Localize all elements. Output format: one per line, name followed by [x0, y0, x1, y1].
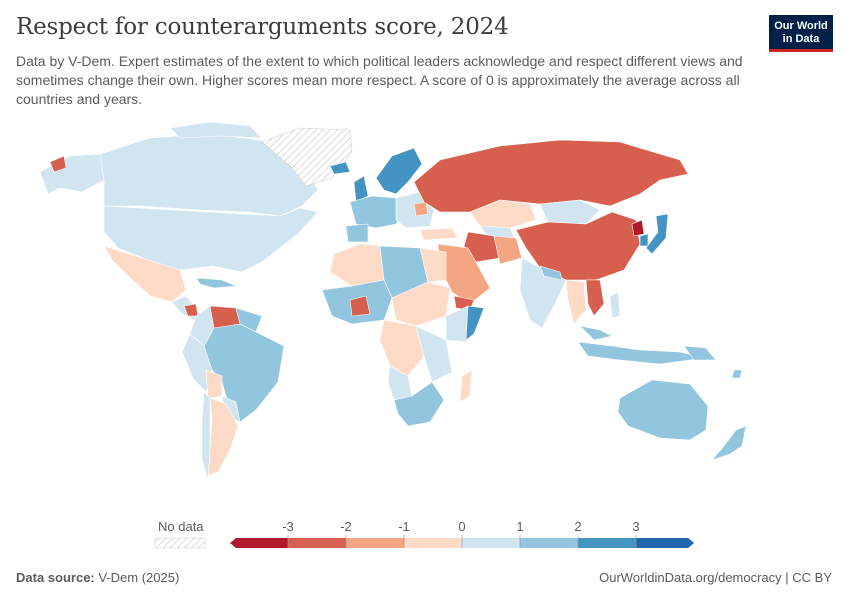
legend-tick-label: 3 — [632, 519, 639, 534]
region-mongolia[interactable] — [539, 199, 601, 225]
legend-tick-label: -2 — [340, 519, 352, 534]
legend-ticks: -3 -2 -1 0 1 2 3 — [282, 519, 640, 548]
legend-tick-label: -3 — [282, 519, 294, 534]
region-iceland[interactable] — [329, 161, 351, 175]
region-south-korea[interactable] — [639, 233, 649, 247]
region-myanmar-thailand[interactable] — [565, 279, 587, 325]
region-iran[interactable] — [463, 231, 501, 263]
legend-bin-0 — [230, 538, 288, 548]
legend-bin-3 — [404, 538, 462, 548]
region-russia[interactable] — [413, 139, 689, 213]
source-value[interactable]: V-Dem (2025) — [98, 570, 180, 585]
region-north-africa-west[interactable] — [329, 243, 385, 287]
region-indonesia[interactable] — [577, 341, 705, 365]
region-turkey[interactable] — [419, 227, 459, 241]
region-mali-burkina[interactable] — [349, 295, 371, 317]
region-uk-ireland[interactable] — [353, 175, 369, 203]
region-new-zealand[interactable] — [711, 425, 747, 461]
region-somalia[interactable] — [465, 305, 485, 341]
legend-bin-4 — [462, 538, 520, 548]
legend-bin-6 — [578, 538, 636, 548]
legend-tick-label: 0 — [458, 519, 465, 534]
legend-bin-5 — [520, 538, 578, 548]
legend-bins — [230, 538, 694, 548]
legend-bin-7 — [636, 538, 694, 548]
region-egypt[interactable] — [419, 247, 447, 283]
region-madagascar[interactable] — [459, 369, 473, 403]
region-iberia[interactable] — [345, 223, 369, 243]
world-map[interactable] — [0, 120, 850, 515]
region-china[interactable] — [515, 211, 641, 281]
region-belarus-serbia[interactable] — [413, 201, 429, 217]
region-east-africa[interactable] — [415, 325, 453, 383]
region-japan[interactable] — [645, 213, 669, 255]
region-caribbean[interactable] — [195, 277, 237, 289]
region-philippines[interactable] — [609, 291, 621, 319]
legend-tick-label: 2 — [574, 519, 581, 534]
legend-tick-label: 1 — [516, 519, 523, 534]
chart-title: Respect for counterarguments score, 2024 — [16, 14, 509, 40]
region-canada-islands[interactable] — [169, 121, 263, 139]
source-label: Data source: — [16, 570, 95, 585]
legend-no-data-swatch — [154, 537, 206, 549]
region-australia[interactable] — [617, 379, 709, 441]
region-nepal-bangladesh[interactable] — [539, 265, 563, 281]
legend-no-data-label: No data — [158, 519, 204, 534]
footer-link[interactable]: OurWorldinData.org/democracy | CC BY — [599, 570, 832, 585]
owid-logo[interactable]: Our World in Data — [769, 15, 833, 52]
region-southern-africa[interactable] — [393, 381, 445, 427]
region-pacific-islands[interactable] — [731, 369, 743, 379]
region-north-korea[interactable] — [631, 219, 645, 237]
logo-line-2: in Data — [782, 33, 820, 45]
footer-source: Data source: V-Dem (2025) — [16, 570, 179, 585]
region-alaska-red-patch[interactable] — [49, 155, 67, 173]
region-argentina[interactable] — [207, 397, 239, 477]
region-scandinavia[interactable] — [375, 147, 423, 195]
region-united-states[interactable] — [103, 205, 319, 273]
legend-tick-label: -1 — [398, 519, 410, 534]
chart-subtitle: Data by V-Dem. Expert estimates of the e… — [16, 53, 743, 107]
region-chile[interactable] — [201, 391, 211, 481]
region-afghanistan-pakistan[interactable] — [493, 235, 523, 265]
region-malaysia[interactable] — [579, 325, 613, 341]
region-alaska[interactable] — [39, 153, 105, 195]
legend-bin-1 — [288, 538, 346, 548]
color-legend: No data -3 -2 -1 0 1 2 3 — [154, 519, 694, 549]
region-vietnam-cambodia[interactable] — [585, 279, 605, 317]
logo-line-1: Our World — [774, 20, 828, 32]
region-brazil[interactable] — [203, 323, 285, 423]
region-png[interactable] — [683, 345, 717, 361]
legend-bin-2 — [346, 538, 404, 548]
